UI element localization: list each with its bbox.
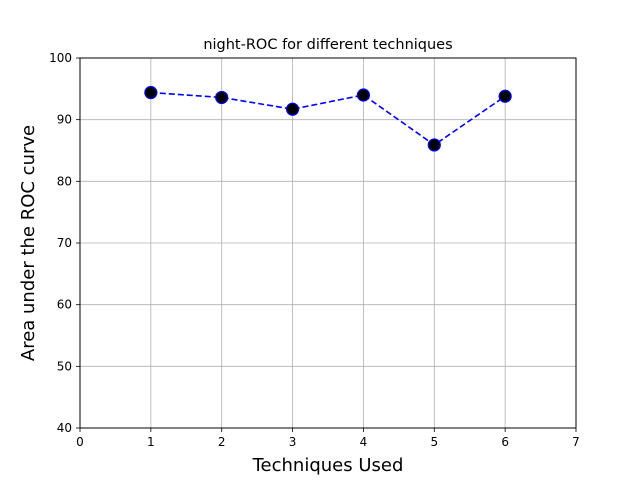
- y-axis: 40 50 60 70 80 90 100: [49, 51, 80, 435]
- y-tick-label: 70: [57, 236, 72, 250]
- y-tick-label: 90: [57, 113, 72, 127]
- y-tick-label: 100: [49, 51, 72, 65]
- y-tick-label: 50: [57, 359, 72, 373]
- y-tick-label: 80: [57, 174, 72, 188]
- x-axis: 0 1 2 3 4 5 6 7: [76, 428, 580, 449]
- x-tick-label: 5: [430, 435, 438, 449]
- chart-title: night-ROC for different techniques: [203, 37, 452, 53]
- x-tick-label: 2: [218, 435, 226, 449]
- x-tick-label: 0: [76, 435, 84, 449]
- series-layer: [144, 85, 512, 152]
- data-point: [356, 88, 371, 102]
- x-tick-label: 7: [572, 435, 580, 449]
- data-point: [215, 90, 229, 105]
- x-axis-label: Techniques Used: [252, 455, 404, 476]
- x-tick-label: 4: [360, 435, 368, 449]
- x-tick-label: 1: [147, 435, 155, 449]
- y-tick-label: 40: [57, 421, 72, 435]
- series-line: [150, 91, 506, 146]
- grid: [79, 57, 577, 429]
- x-tick-label: 6: [501, 435, 509, 449]
- data-point: [498, 89, 512, 103]
- data-point: [285, 102, 300, 116]
- x-tick-label: 3: [289, 435, 297, 449]
- y-tick-label: 60: [57, 298, 72, 312]
- data-point: [427, 138, 441, 152]
- y-axis-label: Area under the ROC curve: [18, 125, 39, 361]
- data-point: [144, 85, 158, 100]
